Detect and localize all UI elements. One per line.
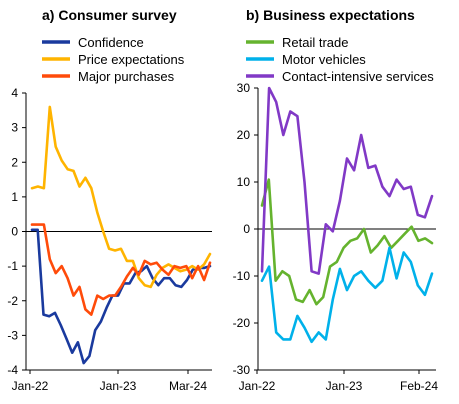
legend: Retail trade Motor vehicles Contact-intens… — [246, 35, 434, 84]
y-tick-label: -3 — [7, 328, 18, 342]
y-tick-label: -2 — [7, 294, 18, 308]
y-tick-label: 2 — [11, 155, 18, 169]
y-tick-label: 0 — [243, 222, 250, 236]
series-line-price-expectations — [30, 105, 212, 289]
y-tick-label: 4 — [11, 86, 18, 100]
x-tick-label: Jan-22 — [239, 379, 276, 393]
series-lines — [260, 86, 434, 344]
y-tick-label: 30 — [237, 81, 251, 95]
legend-label: Price expectations — [78, 52, 185, 67]
y-tick-label: -30 — [233, 363, 251, 377]
y-tick-label: 20 — [237, 128, 251, 142]
y-tick-label: -1 — [7, 259, 18, 273]
x-tick-label: Jan-22 — [12, 379, 49, 393]
legend-label: Motor vehicles — [282, 52, 366, 67]
y-tick-label: -20 — [233, 316, 251, 330]
legend-label: Major purchases — [78, 69, 175, 84]
series-line-major-purchases — [30, 223, 212, 316]
x-axis-ticks: Jan-22 Jan-23 Feb-24 — [239, 370, 438, 393]
y-axis-ticks: 30 20 10 0 -10 -20 -30 — [233, 81, 258, 377]
panel-consumer-survey: a) Consumer survey Confidence Price expec… — [7, 7, 212, 393]
series-lines — [30, 105, 212, 365]
series-line-motor-vehicles — [260, 246, 434, 344]
panel-business-expectations: b) Business expectations Retail trade Mot… — [233, 7, 439, 393]
x-tick-label: Mar-24 — [169, 379, 207, 393]
legend-label: Confidence — [78, 35, 144, 50]
chart-title: a) Consumer survey — [42, 7, 177, 23]
series-line-retail-trade — [260, 178, 434, 306]
y-tick-label: 0 — [11, 225, 18, 239]
series-line-confidence — [30, 228, 212, 365]
y-tick-label: 3 — [11, 121, 18, 135]
legend-label: Retail trade — [282, 35, 348, 50]
x-tick-label: Feb-24 — [400, 379, 438, 393]
x-tick-label: Jan-23 — [326, 379, 363, 393]
y-tick-label: 1 — [11, 190, 18, 204]
y-tick-label: -4 — [7, 363, 18, 377]
y-tick-label: -10 — [233, 269, 251, 283]
y-tick-label: 10 — [237, 175, 251, 189]
chart-title: b) Business expectations — [246, 7, 415, 23]
legend-label: Contact-intensive services — [282, 69, 434, 84]
x-axis-ticks: Jan-22 Jan-23 Mar-24 — [12, 370, 207, 393]
y-axis-ticks: 4 3 2 1 0 -1 -2 -3 -4 — [7, 86, 26, 377]
x-tick-label: Jan-23 — [100, 379, 137, 393]
series-line-contact-intensive-services — [260, 86, 434, 275]
legend: Confidence Price expectations Major purcha… — [42, 35, 185, 84]
